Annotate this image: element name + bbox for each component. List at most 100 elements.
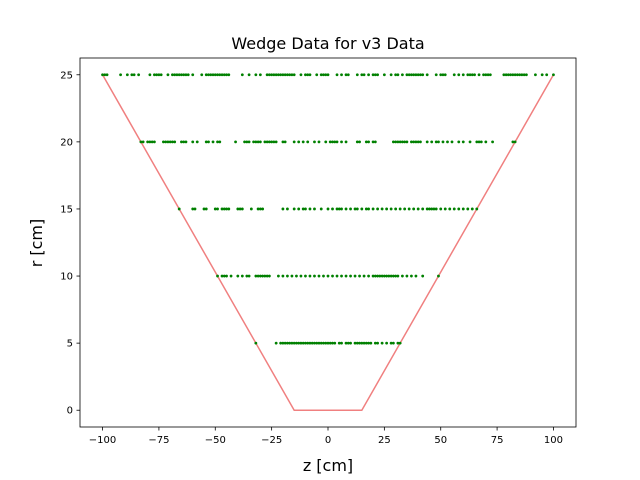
data-point [105,73,109,77]
data-point [373,73,377,77]
data-point [414,73,418,77]
data-point [301,140,305,144]
data-point [380,341,384,345]
data-point [283,140,287,144]
x-tick-label: 100 [544,435,563,446]
data-point [371,140,375,144]
data-point [461,207,465,211]
data-point [267,73,271,77]
data-point [326,73,330,77]
data-point [213,207,217,211]
data-point [358,274,361,278]
data-point [391,274,395,278]
data-point [159,73,163,77]
data-point [258,274,262,278]
data-point [506,73,510,77]
data-point [328,140,332,144]
data-point [389,341,393,345]
data-point [281,341,285,345]
data-point [166,73,170,77]
data-point [272,73,276,77]
data-point [283,341,287,345]
data-point [421,207,425,211]
data-point [401,73,404,77]
data-point [281,207,285,211]
data-point [416,207,420,211]
data-point [254,274,258,278]
data-point [180,140,183,144]
data-point [202,207,206,211]
data-point [441,73,445,77]
data-point [340,207,343,211]
data-point [482,73,485,77]
data-point [468,140,472,144]
x-axis-ticks: −100 −75 −50 −25 0 25 50 75 100 [89,427,563,446]
data-point [148,140,152,144]
data-point [360,207,364,211]
data-point [310,341,314,345]
data-point [367,73,370,77]
data-point [313,274,316,278]
data-point [466,73,470,77]
data-point [211,73,215,77]
data-point [326,341,330,345]
data-point [297,207,301,211]
data-point [396,274,400,278]
data-point [391,140,395,144]
data-point [362,274,366,278]
data-point [319,207,323,211]
data-point [225,207,228,211]
data-point [457,73,461,77]
data-point [308,73,312,77]
data-point [301,341,305,345]
y-tick-label: 0 [67,406,73,417]
data-point [240,73,244,77]
layer-r25 [101,73,555,77]
data-point [256,207,260,211]
data-point [432,207,436,211]
data-point [349,274,352,278]
data-point [263,140,267,144]
data-point [410,274,413,278]
data-point [389,274,393,278]
data-point [204,140,208,144]
y-tick-label: 10 [60,272,73,283]
data-point [207,73,210,77]
data-point [168,140,172,144]
data-point [358,140,361,144]
data-point [319,73,323,77]
data-point [240,207,244,211]
data-point [552,73,555,77]
data-point [457,140,461,144]
data-point [385,274,389,278]
data-point [367,341,370,345]
data-point [193,207,197,211]
data-point [355,341,359,345]
x-tick-label: 0 [325,435,331,446]
data-point [313,341,316,345]
data-point [425,73,429,77]
data-point [207,140,210,144]
data-point [227,73,231,77]
data-point [353,274,357,278]
data-point [378,274,382,278]
data-point [416,73,420,77]
data-point [317,274,321,278]
data-point [236,274,240,278]
data-point [511,140,515,144]
x-tick-label: −100 [89,435,116,446]
data-point [371,73,375,77]
data-point [430,207,434,211]
data-point [315,341,319,345]
y-axis-ticks: 0 5 10 15 20 25 [60,70,80,417]
y-axis-label: r [cm] [27,219,46,268]
data-point [405,140,409,144]
data-point [412,73,416,77]
data-point [274,73,278,77]
data-point [279,341,283,345]
data-point [488,73,492,77]
data-point [475,207,479,211]
data-point [346,341,350,345]
data-point [360,73,364,77]
data-point [470,207,474,211]
